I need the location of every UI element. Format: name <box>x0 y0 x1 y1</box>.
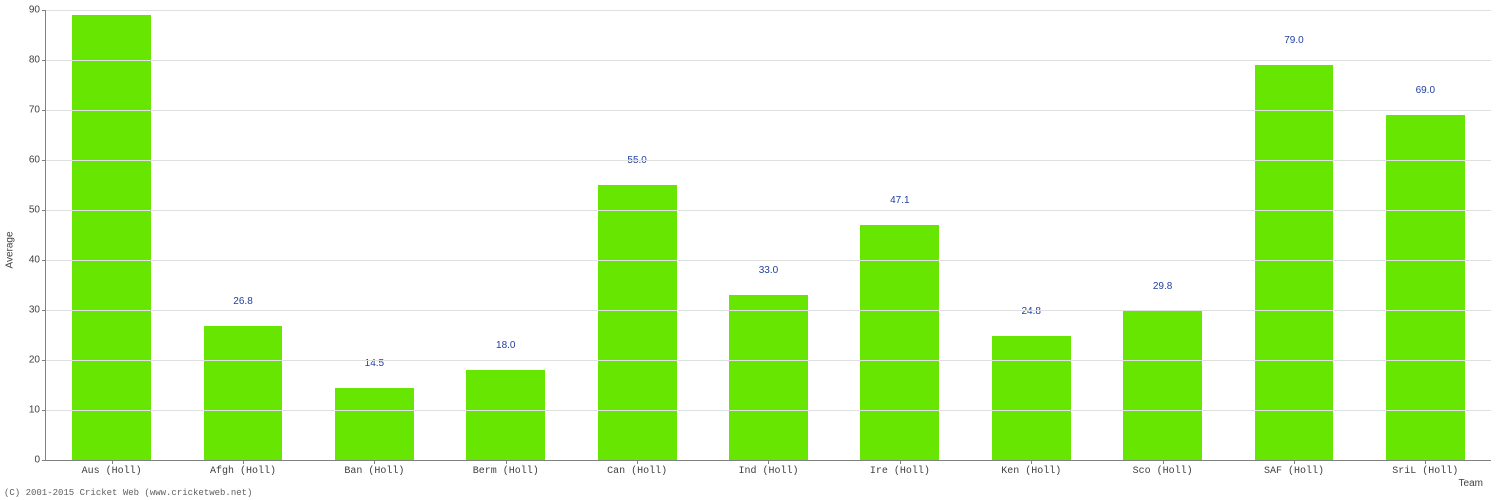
x-tick-label: Ind (Holl) <box>703 466 834 477</box>
bar <box>992 336 1071 460</box>
x-axis-title: Team <box>1459 478 1483 489</box>
chart-container: Average 89.0Aus (Holl)26.8Afgh (Holl)14.… <box>0 0 1500 500</box>
bar-slot: 89.0Aus (Holl) <box>46 10 177 460</box>
y-tick-mark <box>42 10 46 11</box>
x-tick-label: SAF (Holl) <box>1228 466 1359 477</box>
bar <box>598 185 677 460</box>
x-tick-label: Ire (Holl) <box>834 466 965 477</box>
bar <box>204 326 283 460</box>
gridline <box>46 110 1491 111</box>
x-tick-mark <box>506 460 507 464</box>
y-axis-title: Average <box>5 231 16 268</box>
bar-slot: 14.5Ban (Holl) <box>309 10 440 460</box>
x-tick-mark <box>1425 460 1426 464</box>
y-tick-label: 0 <box>34 455 40 466</box>
gridline <box>46 260 1491 261</box>
bar-slot: 79.0SAF (Holl) <box>1228 10 1359 460</box>
x-tick-mark <box>768 460 769 464</box>
y-tick-mark <box>42 110 46 111</box>
y-tick-label: 20 <box>29 355 40 366</box>
bar-slot: 55.0Can (Holl) <box>571 10 702 460</box>
y-tick-mark <box>42 210 46 211</box>
x-tick-mark <box>637 460 638 464</box>
bar <box>1386 115 1465 460</box>
bar <box>466 370 545 460</box>
x-tick-label: Ban (Holl) <box>309 466 440 477</box>
bar-slot: 47.1Ire (Holl) <box>834 10 965 460</box>
x-tick-mark <box>1294 460 1295 464</box>
y-tick-label: 60 <box>29 155 40 166</box>
gridline <box>46 160 1491 161</box>
x-tick-label: Ken (Holl) <box>966 466 1097 477</box>
bar-value-label: 24.8 <box>966 306 1097 321</box>
y-tick-label: 30 <box>29 305 40 316</box>
bar-value-label: 26.8 <box>177 296 308 311</box>
bar-value-label: 33.0 <box>703 265 834 280</box>
y-tick-mark <box>42 360 46 361</box>
y-tick-mark <box>42 160 46 161</box>
y-tick-mark <box>42 310 46 311</box>
x-tick-mark <box>243 460 244 464</box>
gridline <box>46 60 1491 61</box>
y-tick-label: 70 <box>29 105 40 116</box>
bar-value-label: 18.0 <box>440 340 571 355</box>
gridline <box>46 10 1491 11</box>
x-tick-label: Aus (Holl) <box>46 466 177 477</box>
bar-value-label: 79.0 <box>1228 35 1359 50</box>
x-tick-mark <box>112 460 113 464</box>
y-tick-mark <box>42 60 46 61</box>
x-tick-label: SriL (Holl) <box>1360 466 1491 477</box>
gridline <box>46 410 1491 411</box>
gridline <box>46 310 1491 311</box>
y-tick-mark <box>42 260 46 261</box>
bar-slot: 24.8Ken (Holl) <box>966 10 1097 460</box>
x-tick-label: Sco (Holl) <box>1097 466 1228 477</box>
copyright-text: (C) 2001-2015 Cricket Web (www.cricketwe… <box>4 488 252 498</box>
bar <box>1255 65 1334 460</box>
x-tick-mark <box>1163 460 1164 464</box>
bar <box>72 15 151 460</box>
gridline <box>46 210 1491 211</box>
bar-slot: 18.0Berm (Holl) <box>440 10 571 460</box>
x-tick-label: Afgh (Holl) <box>177 466 308 477</box>
x-tick-label: Can (Holl) <box>571 466 702 477</box>
bar-value-label: 47.1 <box>834 195 965 210</box>
bar <box>1123 311 1202 460</box>
y-tick-mark <box>42 410 46 411</box>
y-tick-label: 40 <box>29 255 40 266</box>
bar <box>335 388 414 461</box>
bar-slot: 33.0Ind (Holl) <box>703 10 834 460</box>
y-tick-label: 90 <box>29 5 40 16</box>
bar-value-label: 55.0 <box>571 155 702 170</box>
bar-slot: 69.0SriL (Holl) <box>1360 10 1491 460</box>
x-tick-mark <box>1031 460 1032 464</box>
x-tick-mark <box>900 460 901 464</box>
y-tick-mark <box>42 460 46 461</box>
y-tick-label: 10 <box>29 405 40 416</box>
plot-area: 89.0Aus (Holl)26.8Afgh (Holl)14.5Ban (Ho… <box>45 10 1491 461</box>
bar-slot: 29.8Sco (Holl) <box>1097 10 1228 460</box>
y-tick-label: 50 <box>29 205 40 216</box>
bar-slot: 26.8Afgh (Holl) <box>177 10 308 460</box>
gridline <box>46 360 1491 361</box>
x-tick-label: Berm (Holl) <box>440 466 571 477</box>
bar-value-label: 69.0 <box>1360 85 1491 100</box>
x-tick-mark <box>374 460 375 464</box>
bar-value-label: 29.8 <box>1097 281 1228 296</box>
bars-layer: 89.0Aus (Holl)26.8Afgh (Holl)14.5Ban (Ho… <box>46 10 1491 460</box>
y-tick-label: 80 <box>29 55 40 66</box>
bar <box>729 295 808 460</box>
